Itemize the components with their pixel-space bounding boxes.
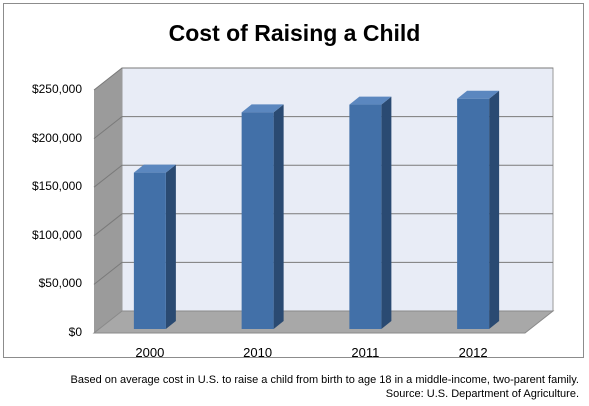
gridline xyxy=(93,213,553,237)
y-tick-label: $250,000 xyxy=(31,82,82,96)
floor xyxy=(92,310,555,334)
gridline xyxy=(93,67,553,91)
bar xyxy=(457,98,490,329)
x-tick-label: 2011 xyxy=(351,345,380,360)
bar-side xyxy=(273,104,284,329)
chart-title: Cost of Raising a Child xyxy=(168,20,421,46)
y-tick-label: $50,000 xyxy=(38,276,82,291)
bar-top xyxy=(349,96,392,105)
bar-top xyxy=(241,104,284,113)
y-tick-label: $100,000 xyxy=(31,227,82,242)
gridline xyxy=(93,261,553,285)
bar-side xyxy=(165,164,176,329)
side-wall xyxy=(94,68,122,333)
gridline xyxy=(93,164,553,188)
bar-side xyxy=(489,90,500,329)
footnote-description: Based on average cost in U.S. to raise a… xyxy=(70,374,580,386)
bar-side xyxy=(381,96,392,329)
bar xyxy=(241,112,274,329)
y-tick-label: $0 xyxy=(68,325,82,339)
y-tick-label: $150,000 xyxy=(31,179,82,194)
x-tick-label: 2010 xyxy=(243,345,273,360)
gridline xyxy=(93,116,553,139)
y-tick-label: $200,000 xyxy=(31,130,82,145)
bar-top xyxy=(457,90,500,99)
footnote-source: Source: U.S. Department of Agriculture. xyxy=(385,388,579,400)
bar xyxy=(349,104,382,329)
bar xyxy=(133,172,166,329)
x-tick-label: 2000 xyxy=(135,345,165,360)
bar-top xyxy=(133,164,176,173)
x-tick-label: 2012 xyxy=(458,345,488,360)
